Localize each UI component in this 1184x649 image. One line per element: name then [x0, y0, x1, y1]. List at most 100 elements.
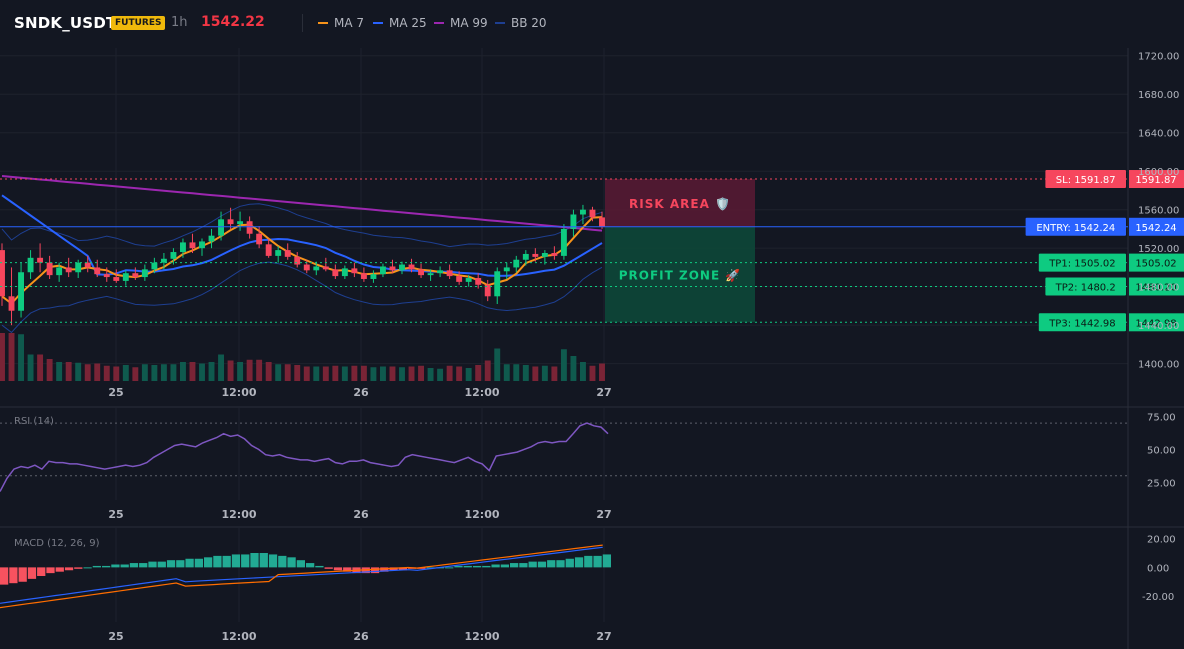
macd-histogram-bar: [176, 560, 185, 568]
macd-pane: MACD (12, 26, 9): [0, 538, 611, 609]
price-tick-label: 1480.00: [1138, 283, 1179, 294]
candle-body: [513, 259, 520, 268]
macd-histogram-bar: [463, 565, 472, 568]
profit-zone: [605, 226, 755, 323]
candle-body: [418, 269, 424, 276]
level-axis-label: 1591.87: [1135, 175, 1176, 186]
candle-body: [275, 250, 282, 256]
volume-bar: [189, 362, 196, 381]
grid-lines: [0, 48, 1128, 622]
candle-body: [380, 266, 386, 275]
macd-histogram-bar: [111, 564, 120, 568]
candle-body: [599, 217, 605, 228]
macd-histogram-bar: [92, 565, 101, 568]
candle-body: [237, 221, 244, 225]
volume-bar: [446, 365, 453, 381]
rsi-title: RSI (14): [14, 416, 54, 427]
time-tick-label: 27: [596, 386, 611, 399]
volume-bar: [303, 366, 310, 381]
macd-histogram-bar: [296, 560, 305, 568]
volume-bar: [341, 366, 348, 381]
volume-bar: [294, 365, 301, 381]
moving-averages: [1, 175, 603, 305]
price-tick-label: 1600.00: [1138, 167, 1179, 178]
bb20-swatch: [495, 21, 505, 24]
candle-body: [103, 274, 110, 278]
candle-body: [94, 267, 101, 275]
candle-body: [370, 274, 377, 279]
legend-ma25-label: MA 25: [389, 16, 427, 30]
bollinger-bands: [1, 203, 603, 334]
volume-bar: [399, 367, 405, 381]
macd-histogram-bar: [213, 555, 222, 568]
volume-bar: [94, 363, 101, 381]
macd-histogram-bar: [500, 564, 509, 568]
time-tick-label: 12:00: [221, 630, 256, 643]
volume-bar: [456, 366, 463, 381]
symbol-name[interactable]: SNDK_USDT: [14, 14, 117, 32]
volume-bar: [465, 368, 472, 381]
level-label: TP1: 1505.02: [1048, 259, 1115, 270]
candle-body: [465, 278, 472, 282]
volume-bar: [570, 356, 577, 381]
macd-histogram-bar: [343, 567, 352, 572]
macd-histogram-bar: [482, 565, 491, 568]
macd-histogram-bar: [537, 561, 547, 568]
volume-bar: [541, 365, 548, 381]
time-tick-label: 27: [596, 630, 611, 643]
candle-body: [503, 267, 510, 272]
volume-bar: [75, 362, 82, 381]
axes: 1720.00 1680.00 1640.00 1600.00 1560.00 1520.…: [108, 52, 1179, 643]
ma99-swatch: [434, 21, 444, 24]
level-axis-bg: [1129, 313, 1184, 332]
macd-signal-line: [0, 544, 603, 609]
level-label-bg: [1045, 170, 1126, 189]
time-tick-label: 12:00: [464, 508, 499, 521]
legend-ma7-label: MA 7: [334, 16, 365, 30]
candle-body: [180, 242, 186, 253]
candle-body: [113, 277, 120, 281]
legend-bb20[interactable]: BB 20: [495, 16, 547, 30]
macd-histogram-bar: [27, 567, 37, 579]
candle-body: [132, 273, 139, 278]
macd-histogram-bar: [250, 553, 259, 568]
pane-separators: [0, 48, 1184, 649]
volume-bar: [475, 365, 482, 381]
macd-histogram-bar: [278, 555, 287, 568]
risk-area-label: RISK AREA 🛡️: [629, 197, 731, 211]
macd-histogram-bar: [9, 567, 18, 584]
level-label-bg: [1038, 313, 1126, 332]
volume-bar: [532, 366, 539, 381]
macd-histogram-bar: [231, 554, 241, 568]
macd-histogram-bar: [83, 567, 92, 569]
level-label-bg: [1025, 217, 1126, 236]
volume-bar: [332, 365, 339, 381]
candle-body: [294, 256, 301, 265]
volume-bar: [180, 362, 186, 381]
macd-histogram-bar: [222, 555, 231, 568]
macd-histogram-bar: [0, 567, 9, 585]
macd-histogram-bar: [454, 565, 463, 568]
macd-histogram-bar: [74, 567, 83, 569]
trade-levels: SL: 1591.87 1591.87 ENTRY: 1542.24 1542.24 T…: [0, 170, 1184, 332]
volume-bar: [484, 360, 491, 381]
macd-histogram-bar: [259, 553, 268, 568]
volume-bar: [141, 364, 148, 381]
candle-body: [551, 252, 558, 256]
candle-body: [256, 233, 263, 245]
legend-ma99[interactable]: MA 99: [434, 16, 488, 30]
level-label: TP3: 1442.98: [1048, 318, 1115, 329]
volume-bar: [208, 362, 215, 381]
volume-bar: [284, 364, 291, 381]
candlesticks: [0, 204, 605, 326]
legend-ma25[interactable]: MA 25: [373, 16, 427, 30]
timeframe-label[interactable]: 1h: [171, 15, 188, 30]
legend-ma7[interactable]: MA 7: [318, 16, 364, 30]
level-axis-bg: [1129, 277, 1184, 296]
candle-body: [303, 264, 310, 271]
candle-body: [75, 262, 82, 273]
macd-histogram-bar: [185, 558, 194, 568]
candle-body: [313, 266, 320, 271]
risk-area-zone: [605, 179, 755, 227]
